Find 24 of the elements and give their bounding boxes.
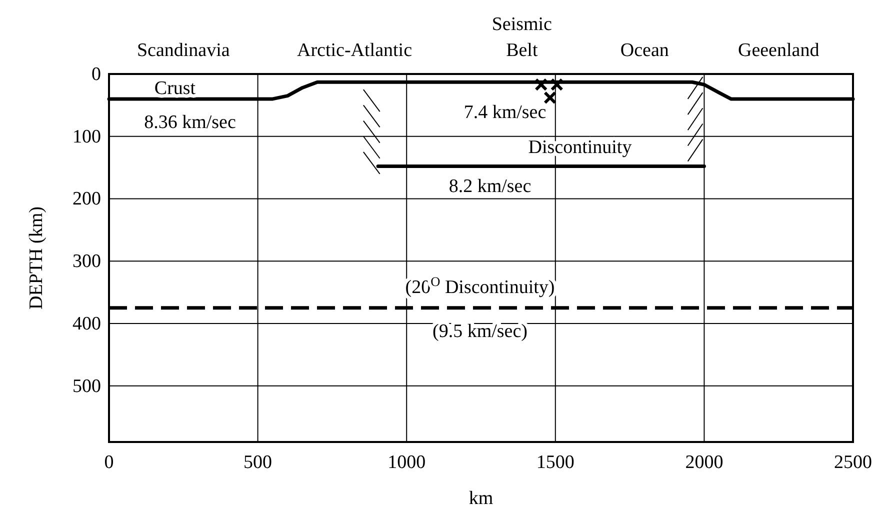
- text: Scandinavia: [136, 40, 230, 61]
- y-axis-title: DEPTH (km): [26, 206, 47, 310]
- x-tick-label: 2500: [834, 452, 872, 473]
- annotation: 8.2 km/sec: [448, 176, 532, 197]
- annotation: (9.5 km/sec): [432, 321, 528, 342]
- y-tick-label: 400: [72, 313, 101, 334]
- annotation: 8.36 km/sec: [144, 112, 236, 133]
- x-tick-label: 1000: [388, 452, 426, 473]
- text: Seismic Belt: [492, 14, 552, 61]
- y-tick-label: 500: [72, 376, 101, 397]
- text: Ocean: [620, 40, 670, 61]
- x-tick-label: 2000: [685, 452, 724, 473]
- y-tick-label: 100: [72, 126, 101, 148]
- text: Geeenland: [738, 40, 820, 61]
- annotation: 7.4 km/sec: [464, 102, 546, 123]
- y-tick-label: 300: [72, 251, 101, 272]
- y-tick-label: 200: [72, 188, 101, 210]
- x-tick-label: 1500: [536, 452, 574, 473]
- x-tick-label: 500: [244, 452, 272, 473]
- text: Arctic-Atlantic: [297, 40, 412, 61]
- x-axis-title: km: [468, 488, 494, 509]
- x-tick-label: 0: [104, 452, 114, 473]
- y-tick-label: 0: [92, 64, 101, 85]
- annotation: Crust: [154, 78, 196, 99]
